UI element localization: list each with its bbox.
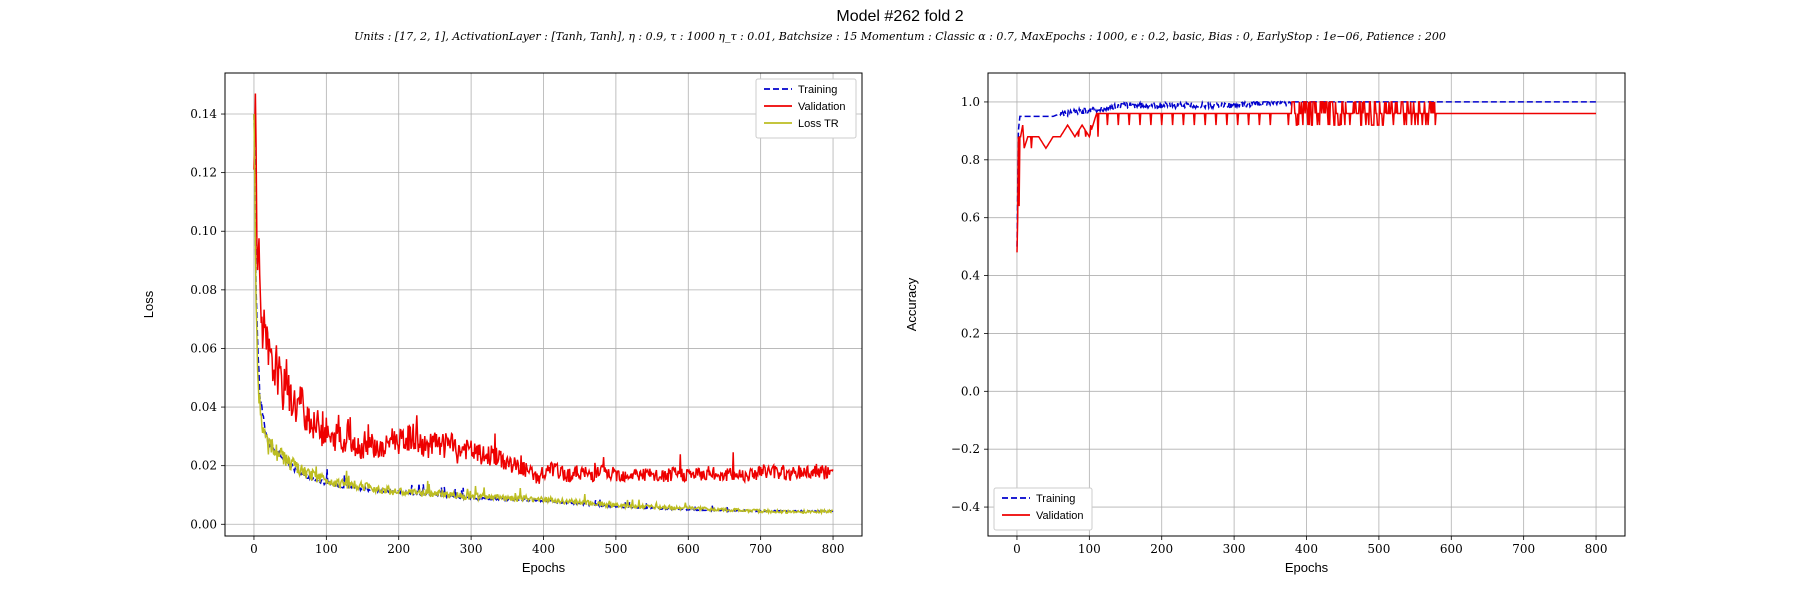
plot-frame bbox=[987, 72, 1626, 537]
legend-label: Training bbox=[1036, 493, 1075, 505]
legend-box bbox=[993, 487, 1093, 531]
x-tick-label: 600 bbox=[677, 542, 700, 556]
legend: Training Validation Loss TR bbox=[755, 78, 857, 139]
legend-label: Validation bbox=[798, 101, 846, 113]
y-tick-label: 0.4 bbox=[961, 269, 980, 283]
y-axis-label: Accuracy bbox=[904, 277, 919, 331]
x-tick-label: 400 bbox=[1295, 542, 1318, 556]
y-tick-label: 1.0 bbox=[961, 95, 980, 109]
series-loss-tr-line bbox=[253, 113, 833, 516]
x-tick-label: 300 bbox=[1223, 542, 1246, 556]
x-tick-label: 200 bbox=[387, 542, 410, 556]
legend: Training Validation bbox=[993, 487, 1093, 531]
y-tick-label: 0.00 bbox=[190, 517, 217, 531]
x-tick-label: 300 bbox=[460, 542, 483, 556]
x-tick-label: 100 bbox=[1078, 542, 1101, 556]
y-tick-label: −0.4 bbox=[951, 500, 981, 514]
x-tick-label: 800 bbox=[822, 542, 845, 556]
x-tick-label: 600 bbox=[1440, 542, 1463, 556]
series-validation-line bbox=[1016, 101, 1596, 253]
series-validation-line bbox=[253, 93, 834, 485]
y-tick-label: 0.14 bbox=[190, 107, 217, 121]
y-tick-label: 0.8 bbox=[961, 153, 980, 167]
y-tick-label: 0.2 bbox=[961, 326, 980, 340]
legend-label: Validation bbox=[1036, 510, 1084, 522]
x-tick-label: 500 bbox=[1367, 542, 1390, 556]
chart-2: 0 100 200 300 400 500 600 700 800 −0.4 −0.2 0.0 0.2 0… bbox=[904, 72, 1626, 575]
x-tick-label: 500 bbox=[604, 542, 627, 556]
y-axis-label: Loss bbox=[141, 290, 156, 318]
y-tick-label: 0.6 bbox=[961, 211, 980, 225]
x-axis-label: Epochs bbox=[522, 560, 566, 575]
x-tick-label: 100 bbox=[315, 542, 338, 556]
y-tick-label: 0.02 bbox=[190, 459, 217, 473]
legend-label: Training bbox=[798, 84, 837, 96]
y-tick-label: 0.04 bbox=[190, 400, 217, 414]
x-tick-label: 700 bbox=[749, 542, 772, 556]
x-tick-label: 0 bbox=[250, 542, 258, 556]
y-tick-label: 0.12 bbox=[190, 166, 217, 180]
x-tick-label: 400 bbox=[532, 542, 555, 556]
x-tick-label: 700 bbox=[1512, 542, 1535, 556]
plot-frame bbox=[224, 72, 863, 537]
x-tick-label: 200 bbox=[1150, 542, 1173, 556]
x-tick-label: 800 bbox=[1585, 542, 1608, 556]
legend-label: Loss TR bbox=[798, 118, 839, 130]
x-axis-label: Epochs bbox=[1285, 560, 1329, 575]
y-tick-label: 0.08 bbox=[190, 283, 217, 297]
x-tick-label: 0 bbox=[1013, 542, 1021, 556]
y-tick-label: 0.06 bbox=[190, 341, 217, 355]
y-tick-label: 0.10 bbox=[190, 224, 217, 238]
chart-1: 0 100 200 300 400 500 600 700 800 0.00 0.02 0.04 0.0… bbox=[141, 72, 863, 575]
y-tick-label: −0.2 bbox=[951, 442, 980, 456]
figure-subtitle: Units : [17, 2, 1], ActivationLayer : [T… bbox=[354, 30, 1446, 43]
figure-title: Model #262 fold 2 bbox=[836, 8, 964, 25]
y-tick-label: 0.0 bbox=[961, 384, 980, 398]
